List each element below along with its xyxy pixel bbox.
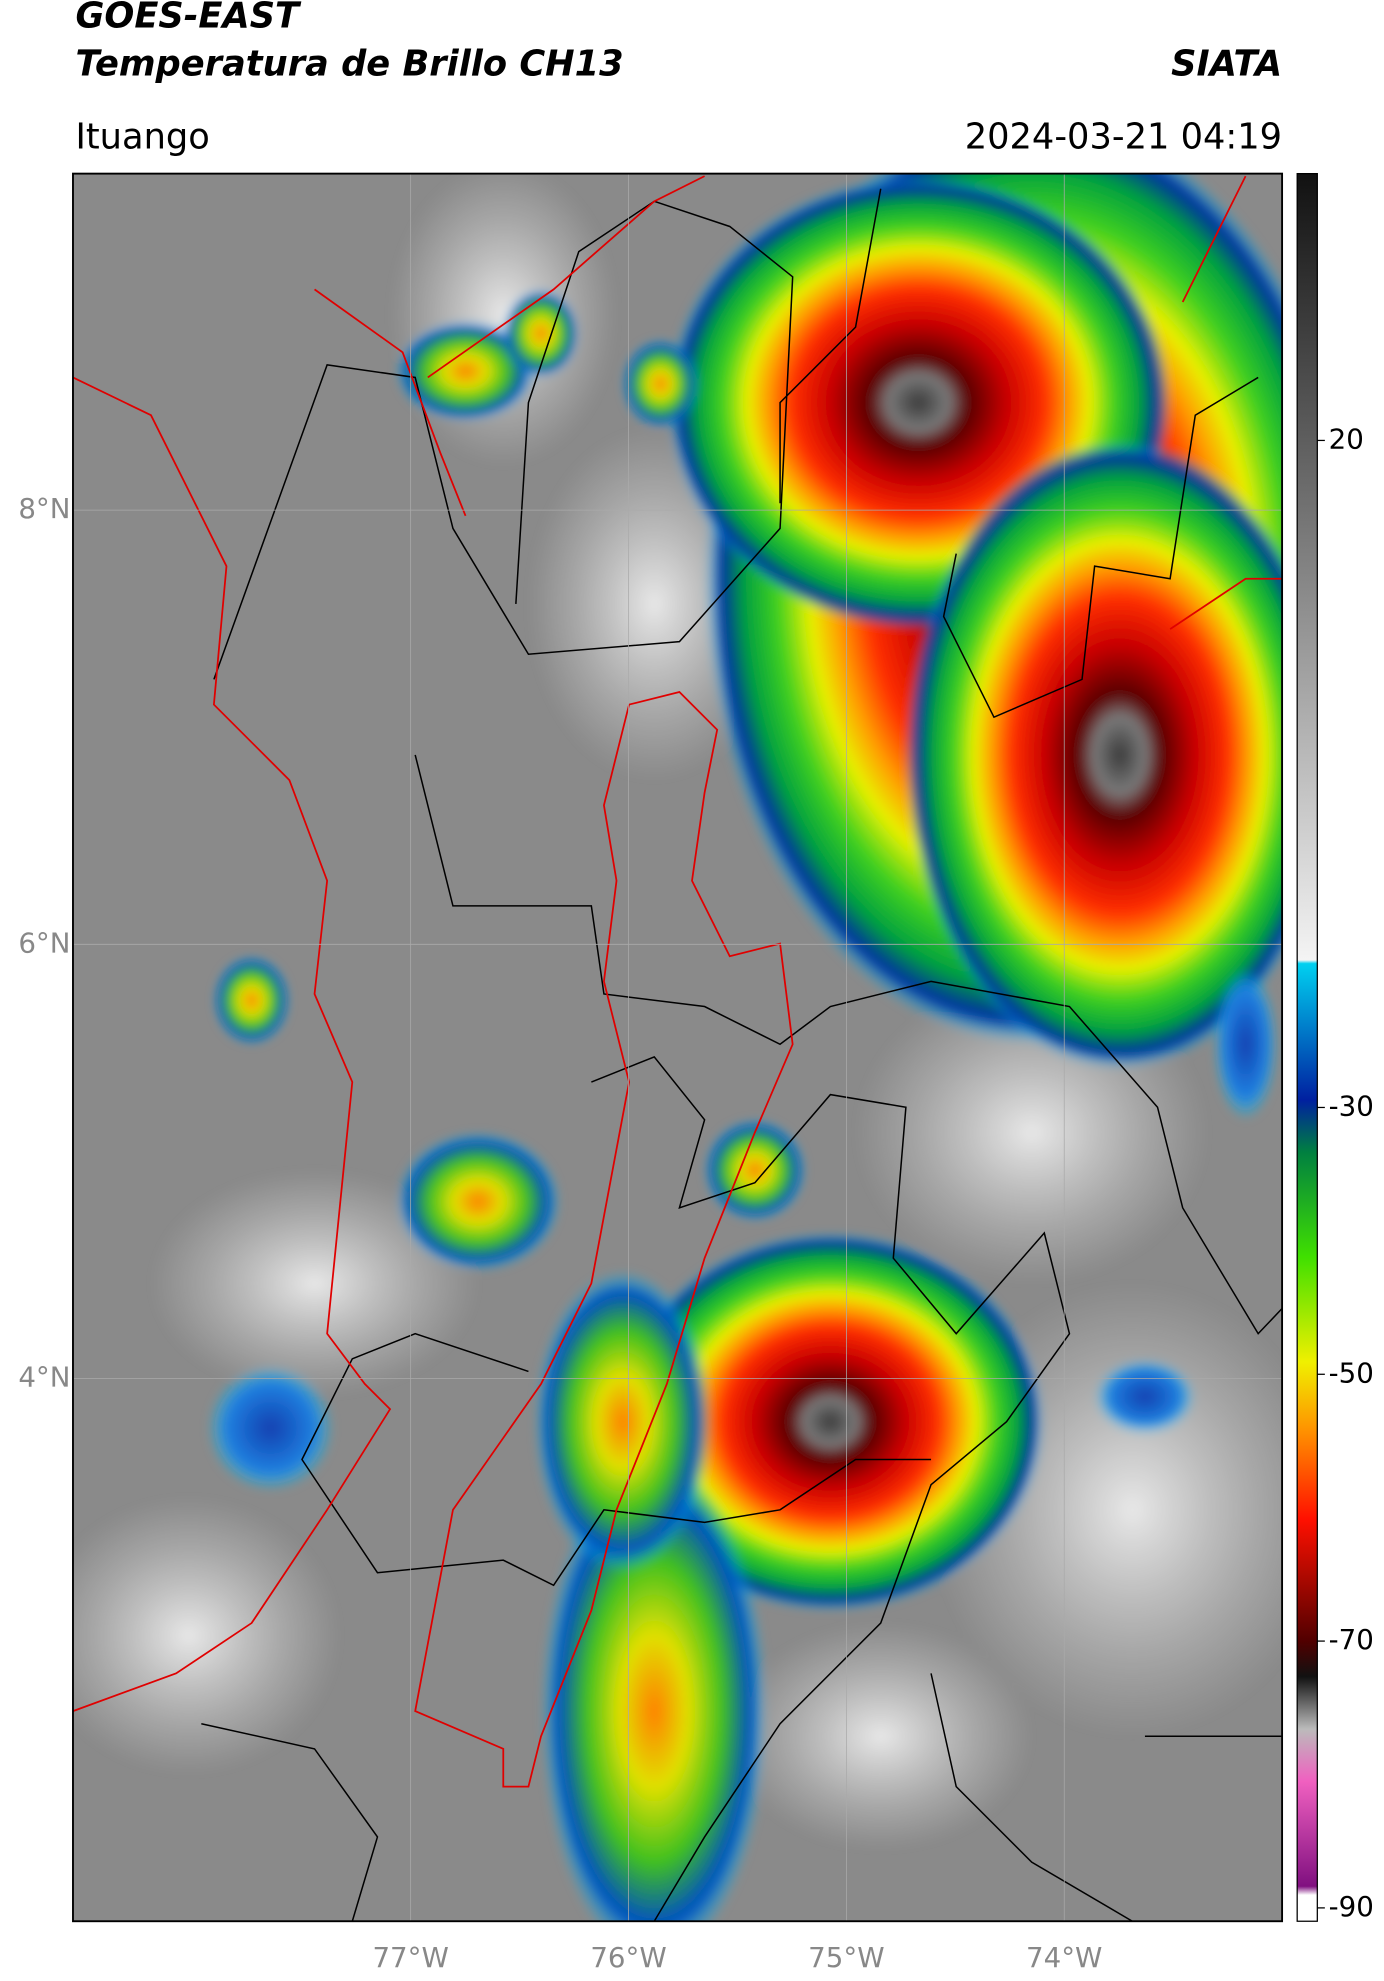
- colorbar-tick-label: -50: [1329, 1356, 1374, 1389]
- x-tick-label: 74°W: [1026, 1941, 1102, 1974]
- x-tick-label: 75°W: [808, 1941, 884, 1974]
- satellite-image: [72, 173, 1283, 1922]
- colorbar-tick-label: 20: [1329, 422, 1364, 455]
- x-tick-label: 77°W: [372, 1941, 448, 1974]
- ticks: 77°W 76°W 75°W 74°W 8°N 6°N 4°N 20 -30 -50 -70 -90: [18, 422, 1373, 1974]
- y-tick-label: 4°N: [18, 1361, 70, 1394]
- colorbar-tick-label: -30: [1329, 1089, 1374, 1122]
- colorbar-tick-label: -90: [1329, 1890, 1374, 1923]
- source: SIATA: [1171, 43, 1282, 84]
- colorbar-tick-label: -70: [1329, 1623, 1374, 1656]
- location: Ituango: [75, 116, 209, 157]
- title: GOES-EAST: [75, 0, 302, 37]
- colorbar: [1296, 172, 1318, 1922]
- timestamp: 2024-03-21 04:19: [965, 116, 1282, 157]
- subtitle: Temperatura de Brillo CH13: [75, 43, 623, 84]
- y-tick-label: 8°N: [18, 492, 70, 525]
- map-frame: [72, 172, 1284, 1923]
- x-tick-label: 76°W: [590, 1941, 666, 1974]
- grid: [72, 173, 1283, 1922]
- y-tick-label: 6°N: [18, 926, 70, 959]
